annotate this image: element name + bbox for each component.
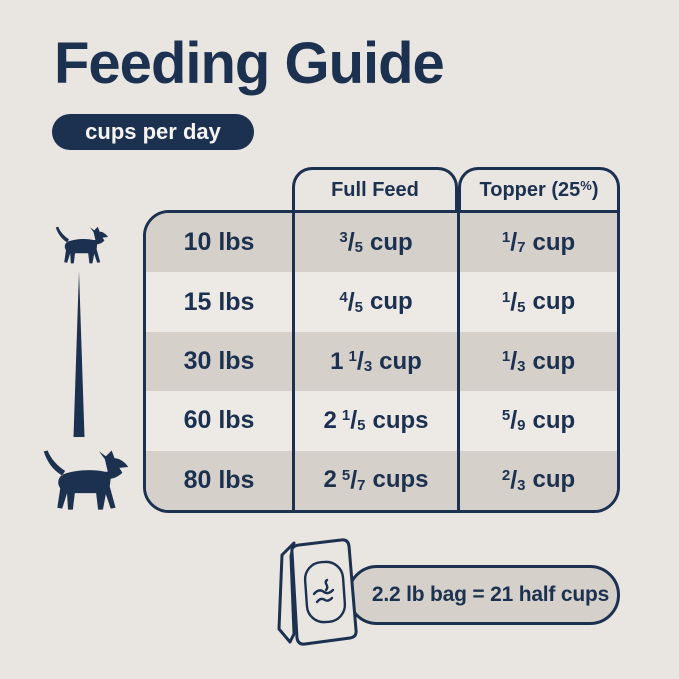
topper-cell: 1/5 cup <box>457 272 617 332</box>
column-header-topper: Topper (25%) <box>458 167 620 210</box>
topper-cell: 2/3 cup <box>457 450 617 510</box>
large-dog-icon <box>36 449 133 514</box>
weight-cell: 30 lbs <box>183 347 255 376</box>
page-title: Feeding Guide <box>54 31 445 96</box>
full-feed-cell: 4/5 cup <box>292 272 457 332</box>
weight-cell: 80 lbs <box>183 465 255 494</box>
full-feed-cell: 2 1/5 cups <box>292 391 457 451</box>
full-feed-cell: 2 5/7 cups <box>292 450 457 510</box>
topper-cell: 5/9 cup <box>457 391 617 451</box>
full-feed-label: Full Feed <box>331 178 419 201</box>
weight-cell: 10 lbs <box>183 228 255 257</box>
table-row: 80 lbs 2 5/7 cups 2/3 cup <box>146 450 617 510</box>
size-scale-wedge <box>73 271 85 437</box>
column-header-full-feed: Full Feed <box>292 167 458 210</box>
bag-yield-note: 2.2 lb bag = 21 half cups <box>347 565 620 625</box>
weight-cell: 60 lbs <box>183 406 255 435</box>
cups-per-day-badge: cups per day <box>52 114 254 150</box>
table-row: 10 lbs 3/5 cup 1/7 cup <box>146 213 617 273</box>
topper-cell: 1/3 cup <box>457 331 617 392</box>
table-row: 30 lbs 1 1/3 cup 1/3 cup <box>146 331 617 392</box>
weight-cell: 15 lbs <box>183 287 255 316</box>
small-dog-icon <box>51 226 111 266</box>
full-feed-cell: 3/5 cup <box>292 213 457 273</box>
food-bag-icon <box>277 538 358 646</box>
feeding-table: 10 lbs 3/5 cup 1/7 cup 15 lbs 4/5 cup 1/5 cu… <box>143 210 620 513</box>
topper-cell: 1/7 cup <box>457 213 617 273</box>
table-row: 15 lbs 4/5 cup 1/5 cup <box>146 272 617 332</box>
table-row: 60 lbs 2 1/5 cups 5/9 cup <box>146 391 617 451</box>
full-feed-cell: 1 1/3 cup <box>292 331 457 392</box>
topper-label: Topper (25%) <box>479 177 599 201</box>
